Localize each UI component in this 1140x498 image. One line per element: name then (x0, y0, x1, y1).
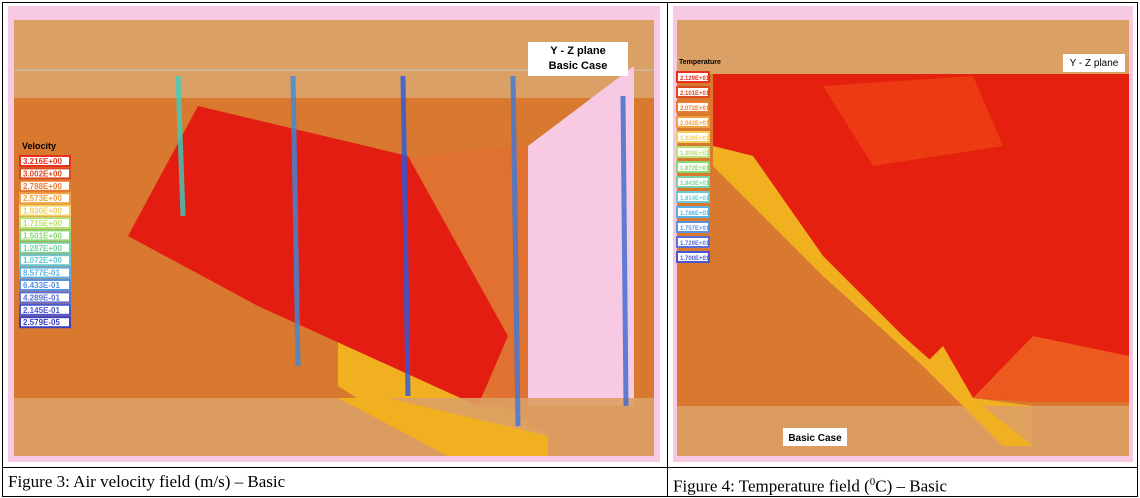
legend-label: 1.929E+01 (680, 136, 710, 142)
legend-label: 2.788E+00 (23, 182, 62, 191)
legend-title: Velocity (22, 141, 56, 151)
legend-title: Temperature (679, 59, 721, 66)
case-label: Basic Case (549, 60, 608, 72)
case-label: Basic Case (788, 433, 842, 444)
legend-label: 3.002E+00 (23, 169, 62, 178)
legend-label: 1.072E+00 (23, 256, 62, 265)
legend-label: 1.843E+01 (680, 181, 710, 187)
temperature-image: Y - Z plane Basic Case Temperature 2.129… (673, 6, 1133, 462)
legend-label: 1.786E+01 (680, 211, 710, 217)
legend-label: 2.043E+01 (680, 121, 710, 127)
caption-text: Figure 4: Temperature field ( (673, 477, 870, 496)
legend-label: 2.145E-01 (23, 306, 60, 315)
caption: Figure 4: Temperature field (0C) – Basic (673, 467, 947, 498)
legend-label: 1.287E+00 (23, 244, 62, 253)
legend-label: 2.573E+00 (23, 194, 62, 203)
legend-label: 1.700E+01 (680, 256, 710, 262)
plane-label: Y - Z plane (550, 45, 605, 57)
plane-label: Y - Z plane (1070, 58, 1119, 69)
legend-label: 1.872E+01 (680, 166, 710, 172)
legend-label: 2.101E+01 (680, 91, 710, 97)
legend-label: 4.289E-01 (23, 293, 60, 302)
legend-label: 2.072E+01 (680, 106, 710, 112)
floor-band (14, 398, 654, 456)
velocity-image: Y - Z plane Basic Case Velocity 3.216E+0… (8, 6, 660, 462)
legend-label: 2.129E+01 (680, 76, 710, 82)
floor-band (677, 406, 1129, 456)
caption: Figure 3: Air velocity field (m/s) – Bas… (8, 467, 285, 497)
legend-label: 1.501E+00 (23, 231, 62, 240)
legend-label: 1.930E+00 (23, 207, 62, 216)
caption-text: C) – Basic (875, 477, 947, 496)
legend-label: 1.715E+00 (23, 219, 62, 228)
legend-label: 3.216E+00 (23, 157, 62, 166)
legend-label: 1.729E+01 (680, 241, 710, 247)
legend-label: 1.900E+01 (680, 151, 710, 157)
page: Y - Z plane Basic Case Velocity 3.216E+0… (0, 0, 1140, 498)
ceiling-band (677, 20, 1129, 74)
legend-label: 2.579E-05 (23, 318, 60, 327)
legend-label: 1.814E+01 (680, 196, 710, 202)
legend-label: 1.757E+01 (680, 226, 710, 232)
legend-label: 6.433E-01 (23, 281, 60, 290)
legend-label: 8.577E-01 (23, 269, 60, 278)
